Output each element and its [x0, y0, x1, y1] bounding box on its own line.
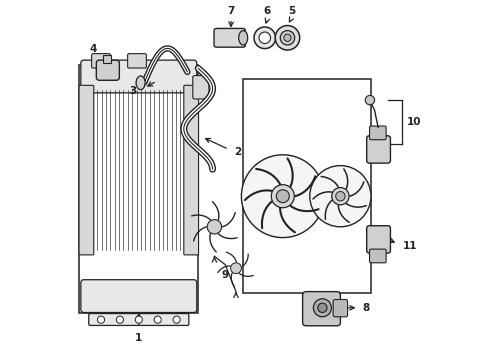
Ellipse shape — [239, 31, 248, 45]
Text: 1: 1 — [135, 333, 143, 343]
Text: 4: 4 — [89, 44, 97, 54]
Text: 5: 5 — [288, 6, 295, 16]
Circle shape — [318, 303, 327, 312]
Bar — [103, 55, 111, 63]
Circle shape — [242, 155, 324, 238]
Text: 3: 3 — [130, 86, 137, 96]
Text: 10: 10 — [407, 117, 421, 127]
Bar — [243, 79, 371, 293]
Circle shape — [284, 34, 291, 41]
Circle shape — [276, 190, 289, 203]
Ellipse shape — [136, 76, 145, 90]
Circle shape — [116, 316, 123, 323]
Text: 6: 6 — [264, 6, 271, 16]
Circle shape — [336, 192, 345, 201]
Text: 9: 9 — [221, 270, 229, 280]
Circle shape — [332, 188, 349, 205]
Circle shape — [271, 185, 294, 208]
Circle shape — [207, 220, 221, 234]
FancyBboxPatch shape — [214, 28, 245, 47]
FancyBboxPatch shape — [303, 292, 341, 326]
Circle shape — [275, 26, 300, 50]
Circle shape — [310, 166, 371, 227]
Text: 2: 2 — [234, 147, 242, 157]
FancyBboxPatch shape — [333, 300, 347, 317]
Circle shape — [173, 316, 180, 323]
Circle shape — [365, 95, 374, 105]
Bar — [79, 65, 198, 313]
Circle shape — [259, 32, 270, 44]
FancyBboxPatch shape — [81, 280, 197, 312]
FancyBboxPatch shape — [81, 60, 197, 93]
Circle shape — [135, 316, 143, 323]
FancyBboxPatch shape — [127, 54, 147, 68]
Circle shape — [154, 316, 161, 323]
FancyBboxPatch shape — [367, 136, 391, 163]
Circle shape — [254, 27, 275, 49]
FancyBboxPatch shape — [369, 249, 386, 263]
Text: 8: 8 — [363, 303, 370, 313]
FancyBboxPatch shape — [89, 314, 189, 325]
Circle shape — [231, 263, 242, 274]
Circle shape — [98, 316, 104, 323]
FancyBboxPatch shape — [367, 226, 391, 253]
FancyBboxPatch shape — [79, 85, 94, 255]
FancyBboxPatch shape — [369, 126, 386, 140]
FancyBboxPatch shape — [184, 85, 198, 255]
Text: 7: 7 — [228, 6, 235, 16]
FancyBboxPatch shape — [97, 60, 120, 80]
FancyBboxPatch shape — [193, 76, 209, 99]
Circle shape — [314, 299, 331, 317]
Text: 11: 11 — [402, 241, 417, 251]
FancyBboxPatch shape — [92, 54, 110, 68]
Circle shape — [280, 31, 294, 45]
